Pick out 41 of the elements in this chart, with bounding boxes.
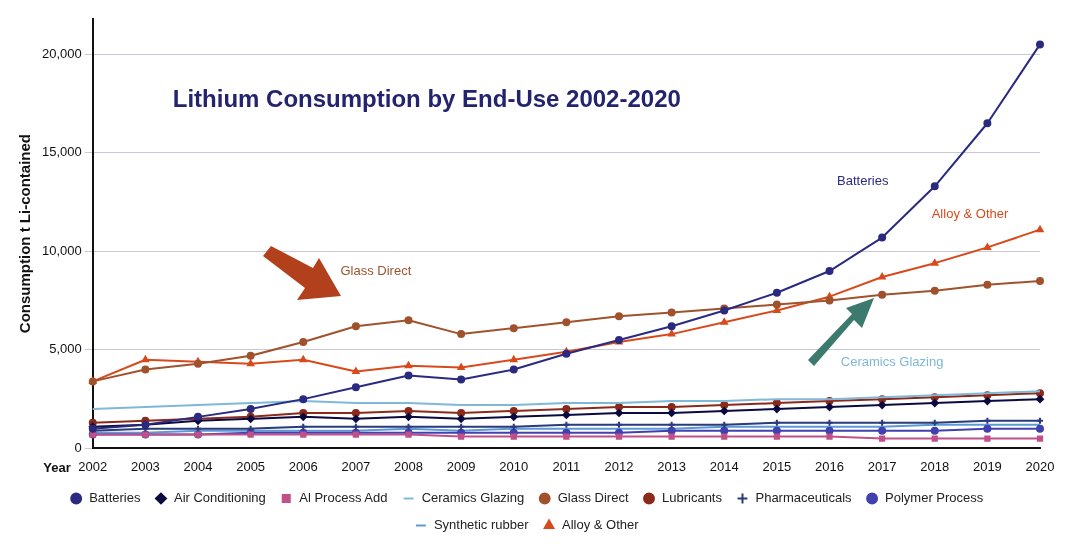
x-tick-label: 2011 [552,458,581,474]
legend-label: Air Conditioning [173,490,266,506]
annotation: Ceramics Glazing [840,353,944,369]
y-tick-label: 5,000 [49,341,82,357]
x-tick-label: 2006 [288,458,318,474]
x-tick-label: 2004 [183,458,213,474]
legend-label: Alloy & Other [562,517,640,533]
x-tick-label: 2012 [604,458,634,474]
x-tick-label: 2014 [709,458,739,474]
x-tick-label: 2016 [815,458,844,474]
legend-label: Al Process Add [299,490,388,506]
y-tick-label: 15,000 [42,144,82,160]
x-tick-label: 2017 [867,458,897,474]
legend-label: Synthetic rubber [433,517,530,533]
x-tick-label: 2013 [657,458,687,474]
legend-label: Batteries [89,490,141,506]
x-axis-title: Year [43,459,71,475]
legend-label: Lubricants [662,490,723,506]
x-tick-label: 2002 [78,458,108,474]
x-tick-label: 2015 [762,458,792,474]
text: Lithium Consumption by End-Use 2002-2020 [172,85,681,113]
x-tick-label: 2003 [130,458,160,474]
x-tick-label: 2020 [1025,458,1055,474]
y-tick-label: 0 [74,439,82,455]
y-axis-title: Consumption t Li-contained [16,134,34,334]
legend-label: Polymer Process [885,490,984,506]
x-tick-label: 2007 [341,458,371,474]
annotation: Glass Direct [340,262,412,278]
annotation: Alloy & Other [931,206,1009,222]
x-tick-label: 2010 [499,458,529,474]
legend-label: Pharmaceuticals [755,490,853,506]
x-tick-label: 2018 [920,458,950,474]
x-tick-label: 2019 [972,458,1002,474]
x-tick-label: 2008 [394,458,423,474]
x-tick-label: 2005 [236,458,266,474]
x-tick-label: 2009 [446,458,476,474]
legend-label: Ceramics Glazing [421,490,525,506]
y-tick-label: 10,000 [42,242,82,258]
legend-label: Glass Direct [557,490,629,506]
y-tick-label: 20,000 [42,45,82,61]
annotation: Batteries [837,172,889,188]
